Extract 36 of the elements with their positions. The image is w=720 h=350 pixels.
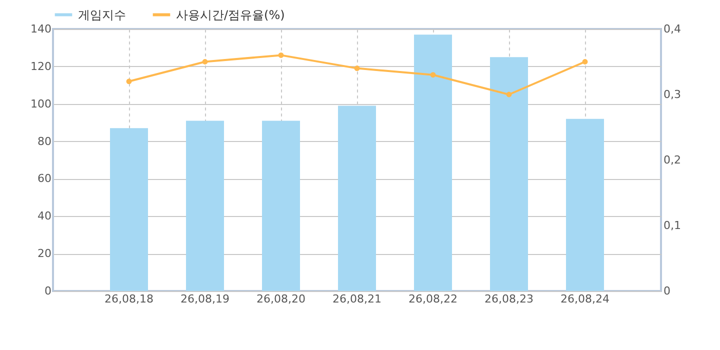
x-tick-label: 26,08,19 <box>180 292 230 306</box>
x-tick-label: 26,08,22 <box>408 292 458 306</box>
x-tick-label: 26,08,20 <box>256 292 306 306</box>
y2-tick-label: 0,4 <box>664 22 681 36</box>
bar <box>414 34 452 291</box>
y2-tick-label: 0 <box>664 284 670 298</box>
legend-label: 게임지수 <box>78 8 126 22</box>
bar <box>110 128 148 291</box>
x-tick-label: 26,08,23 <box>484 292 534 306</box>
y-tick-label: 20 <box>38 247 52 260</box>
point <box>278 52 284 58</box>
y-tick-label: 60 <box>38 172 52 186</box>
bar <box>338 106 376 291</box>
y-tick-label: 0 <box>44 284 52 298</box>
bar <box>566 118 604 291</box>
y-tick-label: 40 <box>38 210 52 223</box>
point <box>430 72 436 78</box>
x-tick-label: 26,08,21 <box>332 292 382 306</box>
y2-tick-label: 0,3 <box>664 88 681 101</box>
y-tick-label: 100 <box>30 97 52 110</box>
bar <box>490 57 528 291</box>
bar <box>186 120 224 291</box>
point <box>354 66 360 72</box>
bar <box>262 120 300 291</box>
legend-label: 사용시간/점유율(%) <box>176 8 285 22</box>
point <box>506 92 512 98</box>
y-tick-label: 80 <box>38 134 52 148</box>
point <box>582 59 588 64</box>
y2-tick-label: 0,2 <box>664 154 681 166</box>
point <box>126 78 132 84</box>
x-tick-label: 26,08,24 <box>560 292 610 306</box>
x-tick-label: 26,08,18 <box>104 292 154 306</box>
point <box>202 59 208 64</box>
y-tick-label: 120 <box>30 60 52 73</box>
y-tick-label: 140 <box>30 22 52 36</box>
y2-tick-label: 0,1 <box>664 219 681 232</box>
